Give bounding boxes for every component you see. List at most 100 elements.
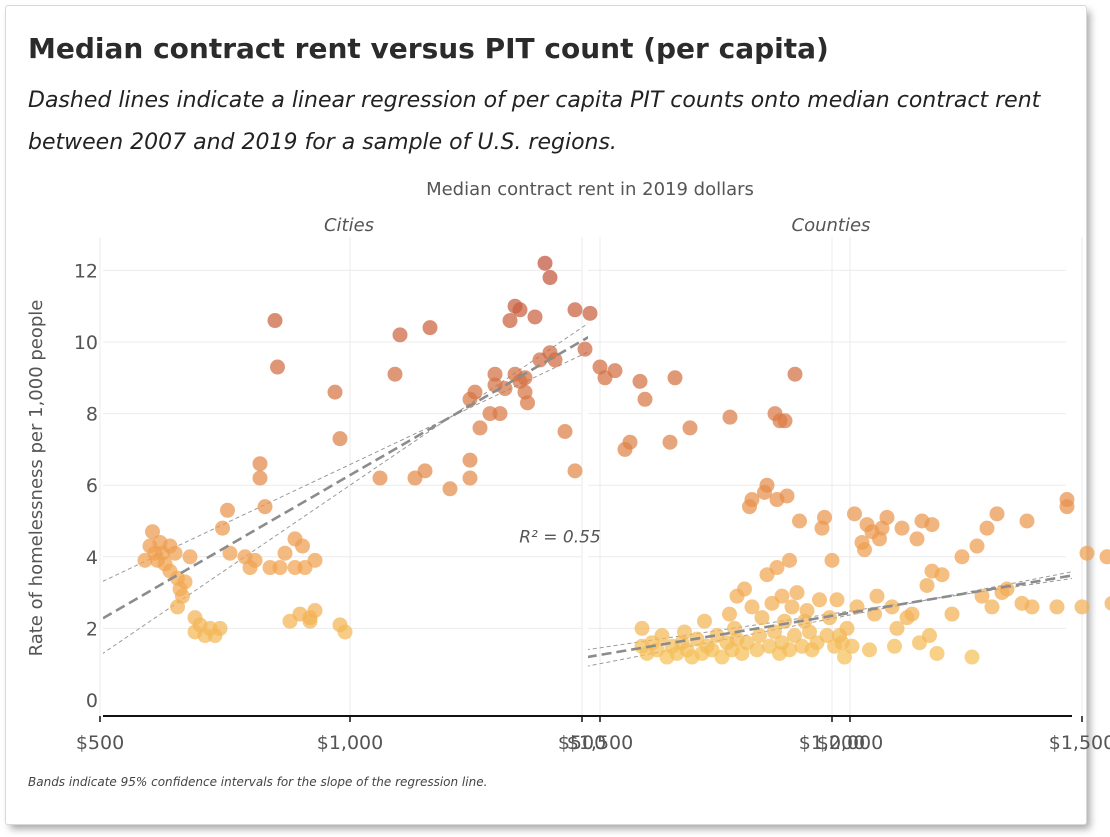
data-point: [862, 642, 877, 658]
data-point: [462, 452, 478, 468]
data-point: [837, 649, 852, 665]
data-point: [267, 313, 283, 329]
confidence-band-line: [103, 322, 588, 654]
data-point: [307, 603, 323, 618]
data-point: [252, 456, 268, 472]
data-point: [979, 520, 995, 536]
data-point: [789, 585, 805, 601]
data-point: [145, 524, 160, 540]
data-point: [889, 620, 905, 636]
data-point: [934, 567, 950, 583]
footnote: Bands indicate 95% confidence intervals …: [28, 775, 488, 789]
data-point: [782, 552, 797, 568]
y-tick-label: 8: [86, 404, 98, 426]
data-point: [632, 373, 648, 389]
data-point: [295, 538, 310, 554]
data-point: [954, 549, 970, 565]
data-point: [847, 506, 862, 522]
data-point: [247, 552, 263, 568]
y-tick-label: 2: [86, 618, 98, 640]
data-point: [654, 628, 670, 644]
data-point: [909, 531, 925, 547]
data-point: [462, 470, 478, 486]
data-point: [839, 620, 855, 636]
data-point: [557, 424, 573, 439]
data-point: [697, 613, 712, 629]
data-point: [812, 592, 827, 608]
data-point: [667, 370, 683, 386]
data-point: [520, 395, 535, 411]
confidence-band-line: [588, 571, 1072, 667]
data-point: [777, 613, 792, 629]
data-point: [442, 481, 458, 497]
data-point: [492, 406, 508, 422]
panel-label-cities: Cities: [324, 215, 374, 236]
y-tick-label: 10: [74, 332, 98, 354]
data-point: [999, 581, 1015, 597]
regression-line: [588, 574, 1072, 659]
data-point: [577, 341, 593, 357]
x-tick-label: $2,000: [817, 732, 883, 754]
data-point: [817, 509, 832, 525]
chart-title: Median contract rent versus PIT count (p…: [28, 32, 829, 65]
data-point: [662, 434, 678, 450]
data-point: [887, 638, 902, 654]
data-point: [844, 638, 860, 654]
data-point: [779, 488, 795, 504]
data-point: [512, 302, 528, 318]
data-point: [1019, 513, 1035, 529]
data-point: [1079, 545, 1095, 561]
data-point: [894, 520, 910, 536]
x-tick-label: $1,500: [1049, 732, 1110, 754]
data-point: [744, 599, 760, 615]
data-point: [567, 463, 583, 479]
data-point: [769, 560, 785, 576]
data-point: [1024, 599, 1040, 615]
data-point: [919, 577, 935, 593]
data-point: [517, 370, 533, 386]
data-point: [220, 502, 235, 518]
data-point: [372, 470, 388, 486]
y-tick-label: 0: [86, 690, 98, 712]
data-point: [1104, 596, 1110, 611]
data-point: [777, 413, 793, 429]
data-point: [327, 384, 343, 400]
chart-card: [6, 6, 1086, 824]
data-point: [607, 363, 623, 379]
x-tick-label: $1,000: [799, 732, 865, 754]
data-point: [869, 588, 885, 604]
data-point: [984, 599, 1000, 615]
data-point: [472, 420, 488, 436]
regression-line-group: [588, 574, 1072, 659]
data-point: [744, 492, 760, 508]
data-point: [417, 463, 433, 479]
data-point: [252, 470, 268, 486]
x-tick-label: $500: [558, 732, 606, 754]
data-point: [822, 610, 837, 626]
data-point: [497, 381, 513, 397]
data-point: [637, 391, 653, 407]
data-point: [502, 313, 518, 329]
data-point: [969, 538, 985, 554]
data-point: [722, 606, 737, 622]
data-point: [542, 270, 558, 286]
y-axis-title: Rate of homelessness per 1,000 people: [26, 300, 47, 657]
y-tick-label: 4: [86, 547, 98, 569]
data-point: [487, 366, 503, 382]
data-point: [277, 545, 293, 561]
data-point: [737, 581, 752, 597]
data-point: [964, 649, 980, 665]
data-point: [337, 624, 353, 640]
data-point: [829, 592, 845, 608]
data-point: [1049, 599, 1065, 615]
data-point: [752, 628, 767, 644]
data-point: [767, 624, 782, 640]
data-point: [332, 431, 348, 447]
data-point: [422, 320, 438, 336]
data-point: [1099, 549, 1110, 565]
data-point: [622, 434, 638, 450]
data-point: [272, 560, 288, 576]
data-point: [467, 384, 483, 400]
data-point: [904, 606, 920, 622]
data-point: [802, 624, 817, 640]
